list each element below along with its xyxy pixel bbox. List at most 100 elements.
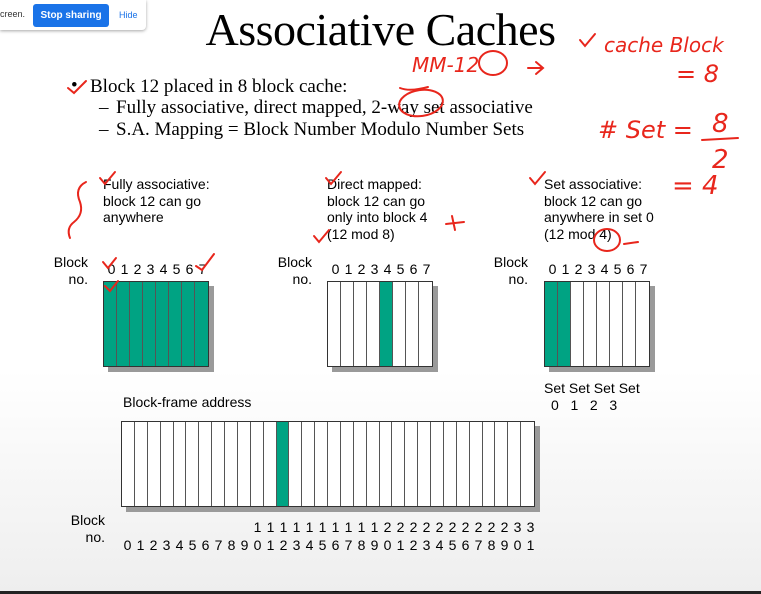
memory-block [366, 422, 380, 506]
cache-block [406, 282, 419, 366]
set-associative-text: Set associative: block 12 can go anywhere … [544, 176, 654, 242]
annotation-set: # Set = [598, 116, 693, 144]
memory-number-ones: 5 [318, 537, 327, 553]
screen-share-bar: creen. Stop sharing Hide [0, 0, 146, 30]
memory-number-tens: 1 [318, 519, 327, 535]
memory-number-tens: 2 [474, 519, 483, 535]
memory-number-ones: 3 [422, 537, 431, 553]
cache-block [104, 282, 117, 366]
memory-number-tens: 2 [409, 519, 418, 535]
memory-block [431, 422, 444, 506]
memory-block [173, 422, 187, 506]
memory-number-ones: 6 [331, 537, 340, 553]
cache-block [393, 282, 406, 366]
tick-icon [313, 229, 330, 244]
memory-block [134, 422, 148, 506]
tick-icon [529, 171, 546, 186]
cache-block [558, 282, 571, 366]
memory-number-ones: 3 [292, 537, 301, 553]
memory-number-ones: 0 [513, 537, 522, 553]
memory-number-tens: 2 [435, 519, 444, 535]
arrow-icon [445, 215, 465, 231]
memory-number-ones: 6 [461, 537, 470, 553]
tick-icon [99, 171, 116, 186]
memory-number-ones: 9 [370, 537, 379, 553]
memory-block [250, 422, 264, 506]
annotation-eq4: = 4 [672, 171, 719, 201]
memory-number-ones: 5 [188, 537, 197, 553]
set-labels: Set Set Set Set 0 1 2 3 [544, 380, 640, 413]
underline [399, 86, 429, 91]
memory-number-ones: 5 [448, 537, 457, 553]
memory-block [263, 422, 277, 506]
memory-block-frames [121, 421, 535, 507]
cache-block [195, 282, 208, 366]
tick-icon [195, 253, 215, 272]
memory-number-ones: 8 [227, 537, 236, 553]
cache-block [182, 282, 195, 366]
brace-mark [67, 181, 87, 239]
block-no-label-4: Block no. [70, 512, 105, 545]
cache-block [156, 282, 169, 366]
memory-number-ones: 6 [201, 537, 210, 553]
memory-block [469, 422, 483, 506]
memory-number-tens: 1 [370, 519, 379, 535]
bullet-marker: • [71, 75, 78, 96]
memory-block [508, 422, 522, 506]
memory-block [212, 422, 225, 506]
memory-number-tens: 3 [526, 519, 535, 535]
hide-button[interactable]: Hide [119, 10, 138, 20]
memory-block [456, 422, 470, 506]
memory-number-tens: 1 [344, 519, 353, 535]
memory-block [521, 422, 534, 506]
direct-mapped-text: Direct mapped: block 12 can go only into b… [327, 176, 428, 242]
memory-number-tens: 2 [383, 519, 392, 535]
memory-block [225, 422, 238, 506]
arrow-icon [623, 241, 639, 245]
memory-number-ones: 7 [344, 537, 353, 553]
arrow-icon [527, 61, 545, 75]
memory-block [443, 422, 457, 506]
annotation-den: 2 [712, 145, 729, 175]
tick-icon [325, 171, 342, 186]
sub-bullet-2: S.A. Mapping = Block Number Modulo Numbe… [116, 119, 525, 140]
cache-block [169, 282, 182, 366]
sub-bullet-1: Fully associative, direct mapped, 2-way … [116, 97, 533, 118]
memory-number-ones: 1 [526, 537, 535, 553]
memory-number-tens: 2 [396, 519, 405, 535]
memory-number-ones: 0 [123, 537, 132, 553]
cache-block [584, 282, 597, 366]
memory-number-tens: 3 [513, 519, 522, 535]
cache-block [117, 282, 130, 366]
memory-number-ones: 2 [279, 537, 288, 553]
memory-number-tens: 2 [487, 519, 496, 535]
memory-number-tens: 1 [357, 519, 366, 535]
memory-number-ones: 9 [240, 537, 249, 553]
memory-block [186, 422, 200, 506]
stop-sharing-button[interactable]: Stop sharing [33, 4, 109, 27]
memory-number-tens: 2 [461, 519, 470, 535]
memory-number-ones: 1 [266, 537, 275, 553]
memory-block [495, 422, 509, 506]
fraction-bar [701, 137, 739, 141]
memory-block [199, 422, 213, 506]
cache-direct-mapped [327, 281, 433, 367]
bottom-bar [0, 591, 761, 594]
memory-number-ones: 1 [136, 537, 145, 553]
memory-number-ones: 2 [409, 537, 418, 553]
memory-number-ones: 4 [305, 537, 314, 553]
cache-block [328, 282, 341, 366]
memory-block [418, 422, 431, 506]
memory-block [482, 422, 496, 506]
memory-number-ones: 8 [357, 537, 366, 553]
memory-number-ones: 0 [253, 537, 262, 553]
memory-number-tens: 2 [422, 519, 431, 535]
memory-block [147, 422, 161, 506]
memory-number-ones: 0 [383, 537, 392, 553]
memory-number-tens: 1 [331, 519, 340, 535]
memory-block [289, 422, 303, 506]
memory-number-ones: 7 [214, 537, 223, 553]
memory-number-ones: 2 [149, 537, 158, 553]
